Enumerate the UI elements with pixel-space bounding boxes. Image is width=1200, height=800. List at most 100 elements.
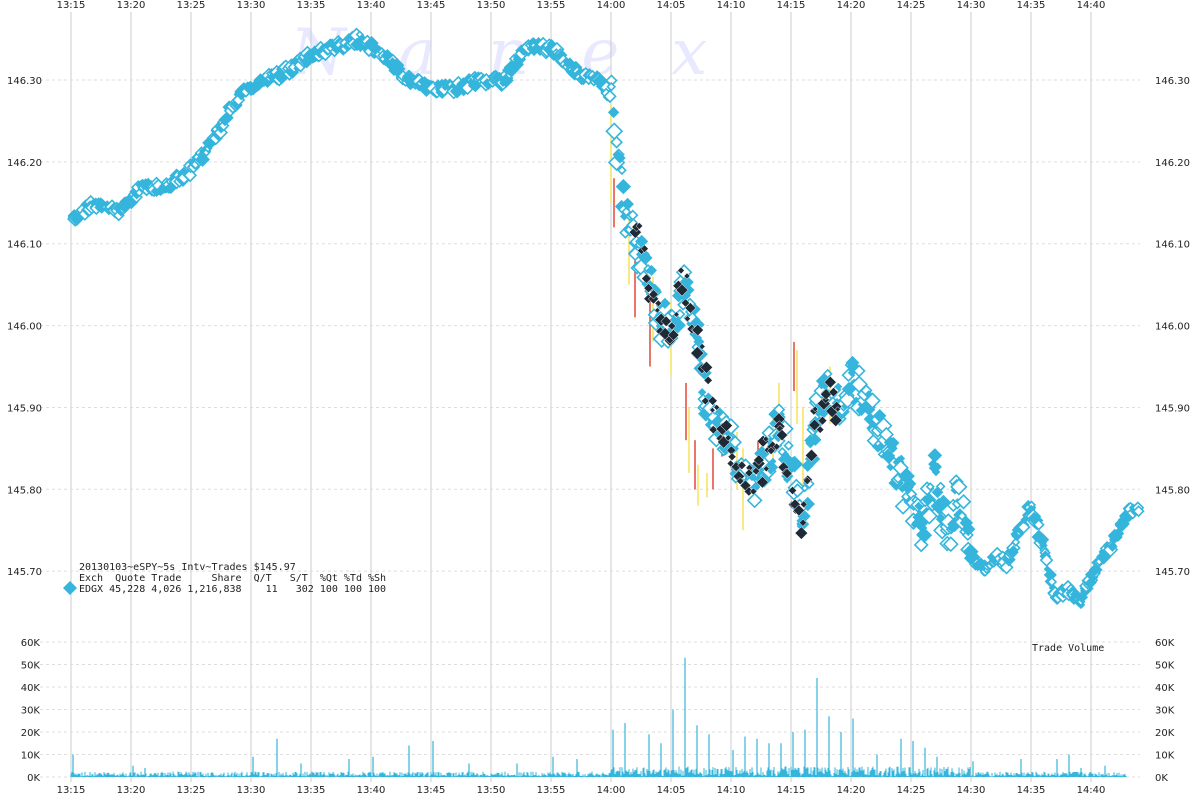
trade-marker xyxy=(610,135,623,149)
volume-tick-label: 50K xyxy=(1155,661,1175,672)
volume-tick-label: 0K xyxy=(27,773,40,784)
dark-trade-marker xyxy=(660,315,672,327)
dark-trade-marker xyxy=(829,413,843,427)
dark-trade-marker xyxy=(675,283,689,297)
trade-marker xyxy=(605,122,624,141)
volume-tick-label: 60K xyxy=(1155,638,1175,649)
x-tick-label: 14:10 xyxy=(717,0,746,11)
trade-marker xyxy=(617,165,627,176)
x-tick-label: 14:05 xyxy=(657,785,686,796)
trade-marker xyxy=(920,507,938,525)
trade-marker xyxy=(603,89,617,104)
dark-trade-marker xyxy=(817,415,828,426)
x-tick-label: 14:30 xyxy=(957,785,986,796)
volume-tick-label: 0K xyxy=(1155,773,1168,784)
dark-trade-marker xyxy=(776,429,788,442)
price-tick-label: 146.20 xyxy=(1155,158,1190,169)
x-tick-label: 14:20 xyxy=(837,785,866,796)
volume-bars xyxy=(70,657,1127,777)
volume-axis-label: Trade Volume xyxy=(1032,643,1104,654)
dark-trade-marker xyxy=(799,518,807,527)
trade-marker xyxy=(903,477,917,491)
trade-marker xyxy=(1094,565,1103,575)
x-tick-label: 13:15 xyxy=(57,0,86,11)
x-tick-label: 13:55 xyxy=(537,785,566,796)
trade-marker xyxy=(1016,520,1031,535)
dark-trade-marker xyxy=(799,500,808,509)
x-tick-label: 14:10 xyxy=(717,785,746,796)
x-tick-labels-top: 13:15 13:20 13:25 13:30 13:35 13:40 13:45 13:50… xyxy=(57,0,1106,11)
dark-trade-marker xyxy=(673,311,680,318)
trade-marker xyxy=(783,440,794,451)
dark-trade-marker xyxy=(736,477,745,486)
trade-marker xyxy=(916,527,933,544)
x-tick-label: 14:25 xyxy=(897,0,926,11)
x-tick-label: 13:45 xyxy=(417,785,446,796)
grid-lines xyxy=(40,12,1140,782)
dark-trade-marker xyxy=(708,425,718,435)
trade-marker xyxy=(786,455,803,473)
trade-marker xyxy=(957,510,968,521)
price-tick-label: 146.10 xyxy=(1155,240,1190,251)
trade-marker xyxy=(800,483,810,493)
price-tick-label: 146.30 xyxy=(1155,76,1190,87)
x-tick-label: 13:15 xyxy=(57,785,86,796)
x-tick-label: 13:30 xyxy=(237,785,266,796)
dark-trade-marker xyxy=(811,405,819,413)
price-tick-labels: 146.30 146.30 146.20 146.20 146.10 146.10 146.… xyxy=(7,76,1190,578)
volume-tick-label: 40K xyxy=(1155,683,1175,694)
volume-tick-label: 20K xyxy=(21,728,41,739)
dark-trade-marker xyxy=(834,406,841,413)
trade-marker xyxy=(769,457,777,465)
x-tick-labels-bottom: 13:15 13:20 13:25 13:30 13:35 13:40 13:45 13:50… xyxy=(57,785,1106,796)
x-tick-label: 13:55 xyxy=(537,0,566,11)
dark-trade-marker xyxy=(654,299,662,307)
price-tick-label: 146.00 xyxy=(7,322,42,333)
dark-trade-marker xyxy=(803,476,812,485)
price-tick-label: 145.90 xyxy=(7,403,42,414)
chart-title: 20130103~eSPY~5s Intv~Trades $145.97 xyxy=(79,562,296,573)
trade-marker xyxy=(838,390,857,409)
dark-trade-marker xyxy=(635,222,644,230)
trade-marker xyxy=(728,435,742,450)
trade-marker xyxy=(1039,553,1054,567)
price-tick-label: 146.10 xyxy=(7,240,42,251)
x-tick-label: 13:30 xyxy=(237,0,266,11)
dark-trade-marker xyxy=(640,244,649,253)
dark-trade-marker xyxy=(698,343,706,350)
trade-marker xyxy=(659,297,671,310)
price-tick-label: 145.70 xyxy=(1155,567,1190,578)
trade-marker xyxy=(746,492,763,509)
dark-trade-marker xyxy=(707,395,718,406)
volume-tick-label: 20K xyxy=(1155,728,1175,739)
price-tick-label: 145.80 xyxy=(7,485,42,496)
x-tick-label: 13:50 xyxy=(477,785,506,796)
dark-trade-marker xyxy=(677,266,685,275)
dark-trade-marker xyxy=(753,454,765,466)
dark-trade-marker xyxy=(703,375,713,385)
x-tick-label: 13:20 xyxy=(117,0,146,11)
volume-tick-label: 30K xyxy=(21,706,41,717)
dark-trade-marker xyxy=(701,396,710,406)
price-tick-label: 146.00 xyxy=(1155,322,1190,333)
dark-trade-marker xyxy=(667,329,680,341)
dark-trade-marker xyxy=(713,404,720,411)
dark-trade-marker xyxy=(691,323,704,337)
info-header: Exch Quote Trade Share Q/T S/T %Qt %Td %… xyxy=(79,573,386,584)
dark-trade-marker xyxy=(828,387,839,398)
dark-trade-marker xyxy=(744,468,754,478)
dark-trade-marker xyxy=(724,434,732,442)
x-tick-label: 13:45 xyxy=(417,0,446,11)
x-tick-label: 14:40 xyxy=(1077,0,1106,11)
trade-marker xyxy=(1008,545,1019,555)
dark-trade-marker xyxy=(643,283,654,294)
dark-trade-marker xyxy=(781,468,793,479)
price-tick-label: 145.80 xyxy=(1155,485,1190,496)
volume-tick-label: 10K xyxy=(1155,751,1175,762)
trade-marker xyxy=(1011,537,1021,547)
trade-marker xyxy=(999,560,1014,575)
trade-marker xyxy=(845,355,860,370)
trade-marker xyxy=(955,493,972,510)
x-tick-label: 13:35 xyxy=(297,785,326,796)
